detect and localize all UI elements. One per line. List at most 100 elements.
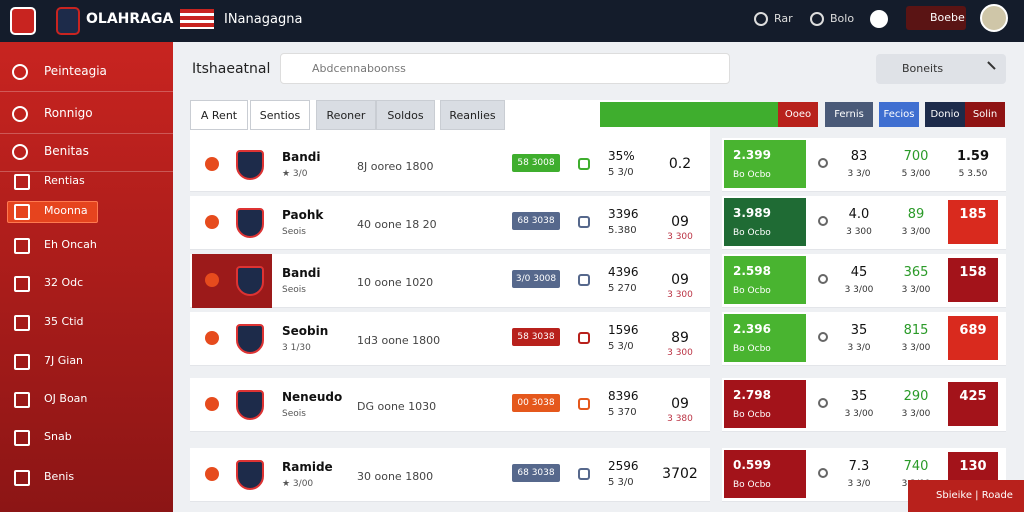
action-button[interactable]: Fecios (879, 102, 919, 127)
col-value[interactable]: 158 (959, 265, 987, 280)
team-name[interactable]: Seobin (282, 324, 329, 338)
sidebar-icon[interactable] (14, 276, 30, 292)
odds-value[interactable]: 0.599 (733, 458, 771, 472)
badge[interactable]: 3/0 3008 (512, 270, 560, 288)
action-button[interactable]: Donio (925, 102, 965, 127)
user-name[interactable]: Boebe (930, 11, 965, 24)
action-button[interactable]: Ooeo (778, 102, 818, 127)
user-box[interactable] (906, 6, 966, 30)
col-sub: 3 3/00 (901, 409, 931, 419)
badge[interactable]: 00 3038 (512, 394, 560, 412)
odds-sub[interactable]: Bo Ocbo (733, 480, 771, 490)
tab[interactable]: Soldos (376, 100, 435, 130)
odds-value[interactable]: 2.598 (733, 264, 771, 278)
filter-box[interactable] (876, 54, 1006, 84)
sidebar-icon[interactable] (14, 174, 30, 190)
badge[interactable]: 58 3038 (512, 328, 560, 346)
odds-box[interactable] (948, 200, 998, 244)
odds-sub[interactable]: Bo Ocbo (733, 286, 771, 296)
odds-box[interactable] (948, 382, 998, 426)
nav-item[interactable]: Rar (774, 12, 793, 25)
sidebar-item[interactable]: Ronnigo (44, 106, 93, 120)
sidebar-item[interactable]: OJ Boan (44, 392, 88, 405)
odds-sub[interactable]: Bo Ocbo (733, 410, 771, 420)
sidebar-icon[interactable] (14, 238, 30, 254)
sidebar-item[interactable]: Benis (44, 470, 75, 483)
sidebar-item[interactable]: 32 Odc (44, 276, 84, 289)
odds-block[interactable] (724, 450, 806, 498)
team-name[interactable]: Neneudo (282, 390, 343, 404)
badge[interactable]: 68 3038 (512, 212, 560, 230)
nav-item[interactable]: Bolo (830, 12, 855, 25)
row-icon (205, 157, 219, 171)
action-button[interactable]: Solin (965, 102, 1005, 127)
odds-sub[interactable]: Bo Ocbo (733, 170, 771, 180)
row-card[interactable] (190, 196, 710, 250)
sidebar-icon[interactable] (14, 392, 30, 408)
tab[interactable]: A Rent (190, 100, 248, 130)
team-name[interactable]: Bandi (282, 266, 321, 280)
sidebar-icon[interactable] (14, 430, 30, 446)
toast-text[interactable]: Sbieike | Roade (936, 490, 1013, 501)
team-name[interactable]: Bandi (282, 150, 321, 164)
filter-label[interactable]: Boneits (902, 62, 944, 75)
toast[interactable] (908, 480, 1024, 512)
odds-box[interactable] (948, 258, 998, 302)
odds-block[interactable] (724, 314, 806, 362)
odds-sub[interactable]: Bo Ocbo (733, 344, 771, 354)
odds-value[interactable]: 3.989 (733, 206, 771, 220)
sidebar-icon[interactable] (14, 470, 30, 486)
search-placeholder[interactable]: Abdcennaboonss (312, 62, 406, 75)
col-value[interactable]: 185 (959, 207, 987, 222)
row-card[interactable] (190, 378, 710, 432)
search-box[interactable] (280, 53, 730, 84)
sidebar-icon[interactable] (12, 64, 28, 80)
sidebar-icon[interactable] (14, 315, 30, 331)
badge[interactable]: 58 3008 (512, 154, 560, 172)
col-value[interactable]: 1.59 (956, 149, 990, 164)
sidebar-icon[interactable] (12, 144, 28, 160)
tab[interactable]: Reoner (316, 100, 376, 130)
sidebar-item[interactable]: Peinteagia (44, 64, 107, 78)
notify-icon[interactable] (870, 10, 888, 28)
sidebar-icon[interactable] (14, 204, 30, 220)
tab[interactable]: Reanlies (440, 100, 505, 130)
nav-icon[interactable] (754, 12, 768, 26)
badge[interactable]: 68 3038 (512, 464, 560, 482)
odds-sub[interactable]: Bo Ocbo (733, 228, 771, 238)
row-card[interactable] (190, 254, 710, 308)
col-value: 365 (903, 265, 929, 280)
col-value: 7.3 (848, 459, 870, 474)
tab[interactable]: Sentios (250, 100, 310, 130)
col-sub: 3 3/0 (847, 343, 871, 353)
sidebar-item[interactable]: Benitas (44, 144, 89, 158)
col-value[interactable]: 130 (959, 459, 987, 474)
sidebar-icon[interactable] (12, 106, 28, 122)
odds-block[interactable] (724, 256, 806, 304)
avatar[interactable] (980, 4, 1008, 32)
row-card[interactable] (190, 448, 710, 502)
odds-box[interactable] (948, 316, 998, 360)
odds-block[interactable] (724, 140, 806, 188)
nav-icon[interactable] (810, 12, 824, 26)
odds-block[interactable] (724, 198, 806, 246)
sidebar-item[interactable]: 35 Ctid (44, 315, 84, 328)
sidebar-item[interactable]: Moonna (44, 204, 88, 217)
col-value[interactable]: 425 (959, 389, 987, 404)
team-name[interactable]: Ramide (282, 460, 333, 474)
team-name[interactable]: Paohk (282, 208, 324, 222)
sidebar-item[interactable]: 7J Gian (44, 354, 84, 367)
odds-block[interactable] (724, 380, 806, 428)
row-card[interactable] (190, 312, 710, 366)
action-button[interactable]: Fernis (825, 102, 873, 127)
odds-value[interactable]: 2.399 (733, 148, 771, 162)
sidebar-icon[interactable] (14, 354, 30, 370)
odds-value[interactable]: 2.798 (733, 388, 771, 402)
col-sub: 3 3/0 (847, 169, 871, 179)
col-value[interactable]: 689 (959, 323, 987, 338)
row-card[interactable] (190, 138, 710, 192)
odds-value[interactable]: 2.396 (733, 322, 771, 336)
sidebar-item[interactable]: Rentias (44, 174, 85, 187)
sidebar-item[interactable]: Eh Oncah (44, 238, 97, 251)
sidebar-item[interactable]: Snab (44, 430, 72, 443)
